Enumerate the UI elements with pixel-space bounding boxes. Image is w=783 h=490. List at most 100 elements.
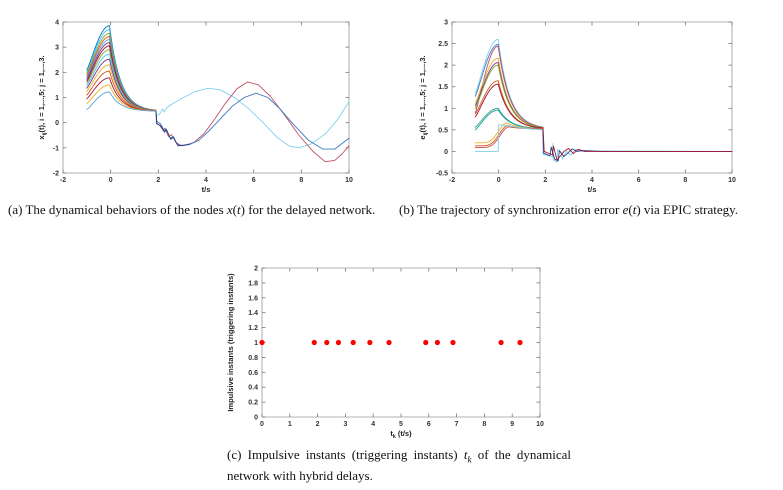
y-tick-label: -0.5: [436, 171, 448, 178]
y-tick-label: 1.5: [438, 84, 448, 91]
plot-c-impulsive-instants: 0 1 2 3 4 5 6 7 8 9 10 0 0.2 0.4 0.6 0.8 1 1.2 1.4 1.6 1.8 2 t…: [226, 266, 544, 440]
error-flat-cyan: [474, 124, 733, 163]
axes-box: [261, 267, 541, 418]
error-zigzag-navy: [542, 128, 733, 162]
impulse-marker: [434, 339, 441, 346]
x-tick-label: 4: [204, 177, 208, 184]
caption-segment: t: [237, 202, 241, 217]
y-tick-label: 0: [254, 415, 258, 422]
x-tick-label: 4: [590, 177, 594, 184]
x-axis-label: t/s: [202, 185, 211, 194]
impulse-marker: [450, 339, 456, 346]
node-navy-zigzag: [155, 110, 190, 147]
caption-segment: (: [628, 202, 633, 217]
y-tick-label: 2.5: [438, 41, 448, 48]
caption-segment: x: [226, 202, 233, 217]
transient-curve: [474, 83, 544, 129]
x-tick-label: -2: [60, 177, 66, 184]
y-tick-label: 3: [444, 20, 448, 27]
node-cyan: [155, 87, 350, 149]
caption-segment: ) for the delayed network.: [240, 202, 376, 217]
x-tick-label: 2: [543, 177, 547, 184]
caption-segment: e: [622, 202, 629, 217]
caption-segment: of the dynamical network with hybrid del…: [227, 447, 571, 483]
impulse-marker: [311, 339, 317, 346]
caption-c: (c) Impulsive instants (triggering insta…: [227, 446, 571, 485]
caption-segment: (: [232, 202, 238, 217]
y-tick-label: 0: [55, 120, 59, 127]
node-blue: [155, 92, 350, 150]
y-tick-label: 1: [55, 95, 59, 102]
y-axis-label: eij(t), i = 1,...,5; j = 1,...,3.: [418, 55, 429, 139]
transient-curve: [474, 126, 544, 148]
caption-segment: (c) Impulsive instants (triggering insta…: [227, 447, 464, 462]
caption-segment: k: [467, 454, 472, 465]
y-tick-label: 0.8: [248, 355, 258, 362]
x-tick-label: 10: [345, 177, 353, 184]
caption-segment: t: [463, 447, 468, 462]
node-red: [155, 81, 350, 163]
error-zigzag-maroon: [542, 127, 733, 161]
x-axis-label: t/s: [588, 185, 597, 194]
x-tick-label: 8: [482, 421, 486, 428]
transient-curve: [86, 91, 157, 112]
y-tick-label: 2: [254, 266, 258, 273]
x-tick-label: 8: [299, 177, 303, 184]
x-tick-label: 4: [371, 421, 375, 428]
y-tick-label: -1: [53, 145, 59, 152]
x-tick-label: 5: [399, 421, 403, 428]
impulse-marker: [517, 339, 523, 346]
x-tick-label: 0: [497, 177, 501, 184]
x-tick-label: 2: [316, 421, 320, 428]
caption-a: (a) The dynamical behaviors of the nodes…: [8, 201, 388, 219]
y-tick-label: 2: [444, 63, 448, 70]
y-tick-label: 1: [254, 340, 258, 347]
x-tick-label: 9: [510, 421, 514, 428]
y-tick-label: 2: [55, 70, 59, 77]
caption-segment: (b) The trajectory of synchronization er…: [399, 202, 623, 217]
impulse-marker: [423, 339, 429, 346]
transient-curve: [474, 64, 544, 129]
x-tick-label: 2: [156, 177, 160, 184]
transient-curve: [474, 45, 544, 128]
y-tick-label: 0: [444, 149, 448, 156]
x-tick-label: 6: [637, 177, 641, 184]
impulse-marker: [324, 339, 330, 346]
impulse-marker: [498, 339, 504, 346]
y-tick-label: 1.2: [248, 325, 258, 332]
x-tick-label: 8: [683, 177, 687, 184]
caption-segment: (a) The dynamical behaviors of the nodes: [8, 202, 227, 217]
y-tick-label: 1.6: [248, 295, 258, 302]
y-tick-label: 1: [444, 106, 448, 113]
x-axis-label: tk (t/s): [390, 429, 412, 440]
x-tick-label: 10: [728, 177, 736, 184]
y-tick-label: 0.2: [248, 400, 258, 407]
axes-box: [451, 21, 733, 174]
impulse-marker: [367, 339, 373, 346]
x-tick-label: 10: [536, 421, 544, 428]
plot-b-sync-error: -2 0 2 4 6 8 10 -0.5 0 0.5 1 1.5 2 2.5 3 t/s eij(t), i =…: [418, 20, 736, 195]
caption-segment: ) via EPIC strategy.: [636, 202, 739, 217]
x-tick-label: 6: [427, 421, 431, 428]
y-tick-label: 0.4: [248, 385, 258, 392]
x-tick-label: 1: [288, 421, 292, 428]
impulse-marker: [259, 339, 265, 346]
y-tick-label: 3: [55, 45, 59, 52]
transient-curve: [474, 43, 544, 128]
y-tick-label: 0.5: [438, 127, 448, 134]
x-tick-label: 3: [343, 421, 347, 428]
caption-segment: t: [632, 202, 637, 217]
x-tick-label: 0: [260, 421, 264, 428]
x-tick-label: 7: [455, 421, 459, 428]
impulse-marker: [386, 339, 392, 346]
y-tick-label: 0.6: [248, 370, 258, 377]
y-tick-label: 1.8: [248, 280, 258, 287]
y-tick-label: 4: [55, 20, 59, 27]
caption-b: (b) The trajectory of synchronization er…: [399, 201, 783, 219]
y-axis-label: Impulsive instants (triggering instants): [226, 273, 235, 412]
x-tick-label: 0: [109, 177, 113, 184]
impulse-marker: [350, 339, 356, 346]
y-axis-label: xij(t), i = 1,...,5; j = 1,...,3.: [37, 55, 48, 139]
